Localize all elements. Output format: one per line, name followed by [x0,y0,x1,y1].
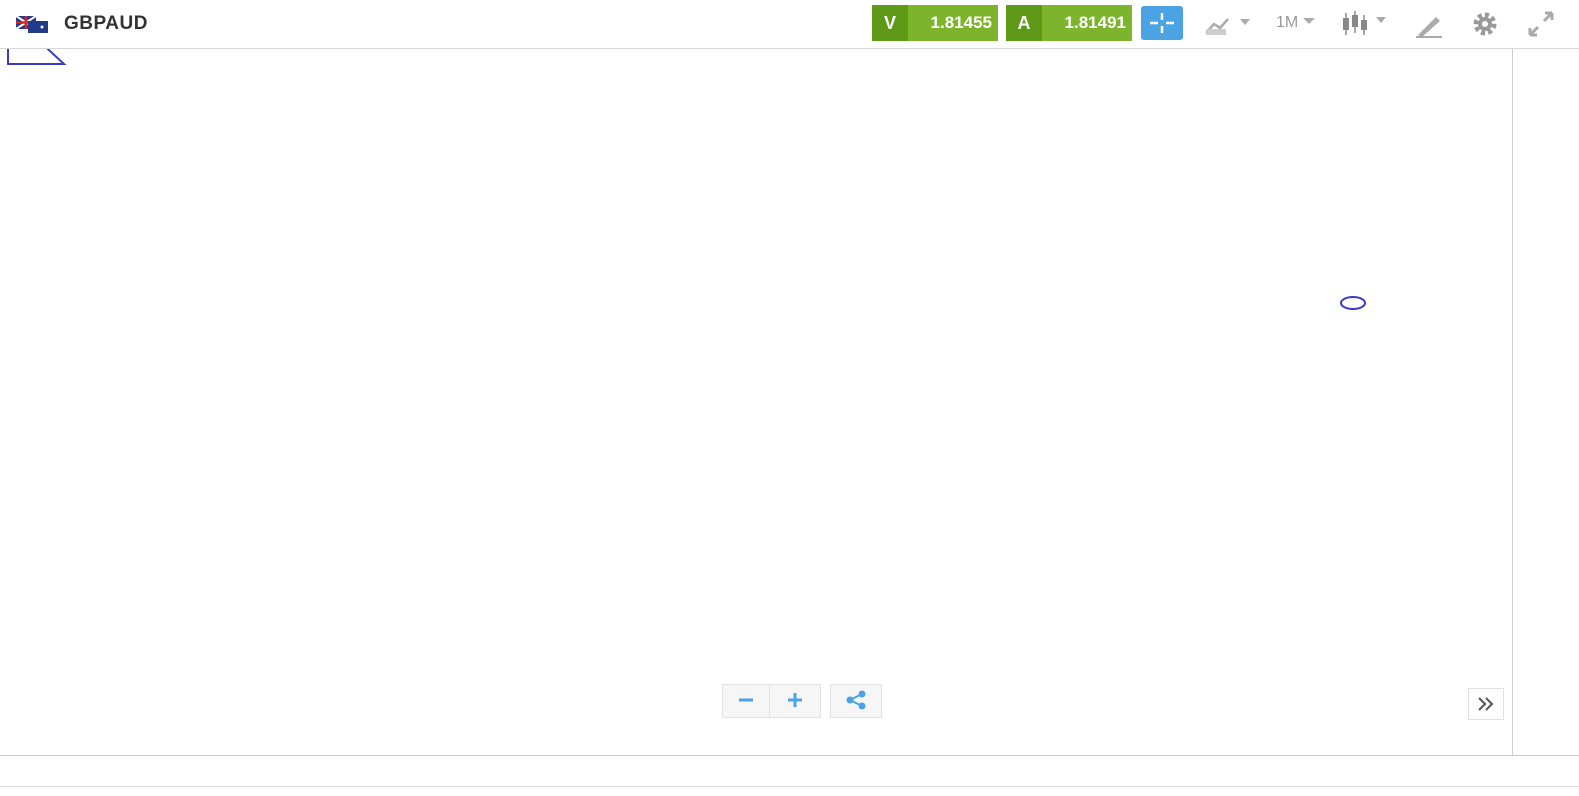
chevron-icon [1478,697,1494,711]
plot-area [0,49,1512,755]
timeframe[interactable]: 1M [1276,14,1299,31]
crosshair-icon [1150,13,1174,33]
share-icon [846,690,866,710]
zoom-out-button[interactable] [722,684,770,718]
sell-label: V [872,5,908,41]
fullscreen-button[interactable] [1526,9,1556,39]
chart-type-button[interactable] [1202,9,1262,39]
flag-icon [16,15,48,33]
settings-button[interactable] [1470,9,1500,39]
buy-price: 1.81491 [1064,13,1126,32]
zoom-in-button[interactable] [769,684,821,718]
sell-button[interactable]: V 1.81455 [872,5,998,41]
candle-button[interactable] [1340,9,1400,39]
sell-price: 1.81455 [930,13,992,32]
buy-button[interactable]: A 1.81491 [1006,5,1132,41]
plus-icon [788,693,802,707]
buy-label: A [1006,5,1042,41]
scroll-end-button[interactable] [1468,688,1504,720]
dropdown-arrow [1303,18,1315,24]
draw-button[interactable] [1414,9,1444,39]
symbol: GBPAUD [64,13,148,34]
share-button[interactable] [830,684,882,718]
minus-icon [739,698,753,702]
header: GBPAUD V 1.81455 A 1.81491 1M [0,0,1579,49]
drawing-ellipse [1340,296,1366,310]
crosshair-button[interactable] [1141,6,1183,40]
